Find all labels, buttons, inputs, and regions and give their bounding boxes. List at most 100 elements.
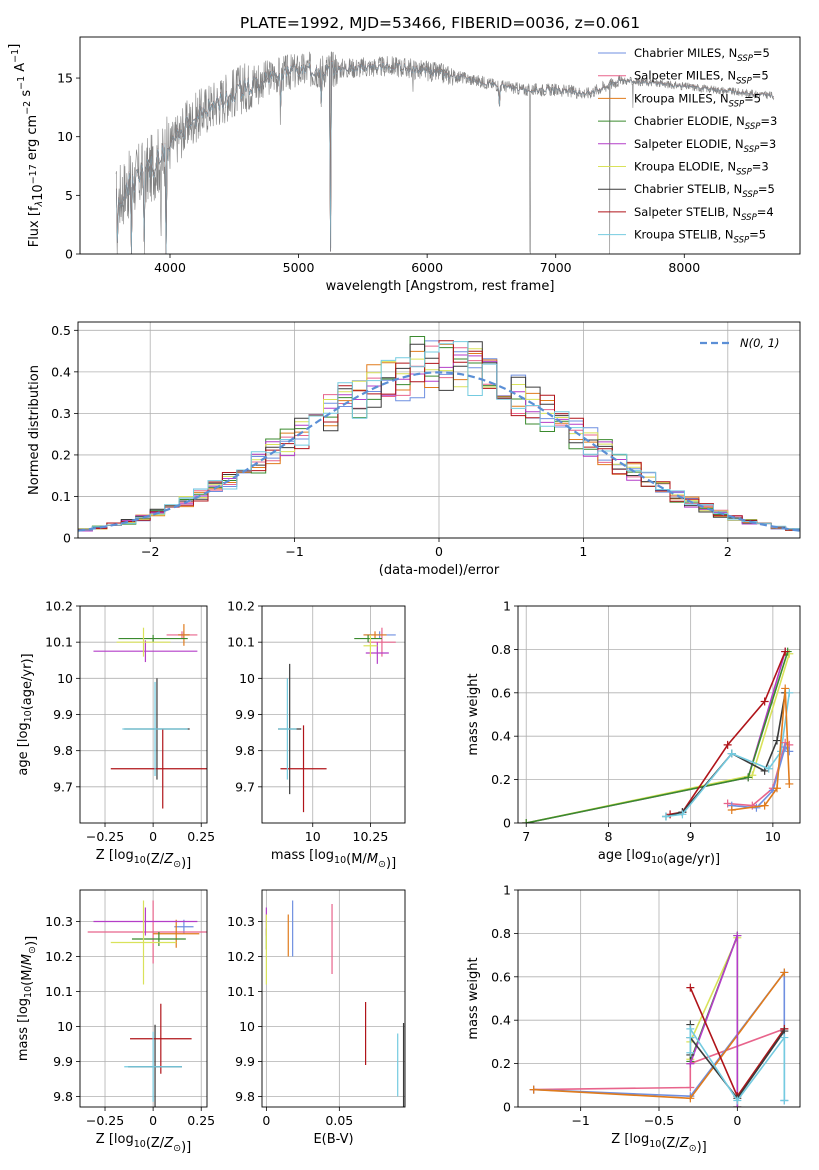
x-tick-label: 0.25 xyxy=(187,1113,215,1128)
data-point-marker xyxy=(733,931,742,940)
y-tick-label: 10.3 xyxy=(227,914,255,929)
x-tick-label: −2 xyxy=(141,544,159,559)
y-tick-label: 10 xyxy=(57,129,73,144)
y-tick-label: 0.4 xyxy=(491,1013,511,1028)
errorbar-salpeter_miles xyxy=(368,627,396,657)
spectrum-ticks: 4000 5000 6000 7000 8000 0 5 10 15 xyxy=(57,71,700,275)
x-tick-label: 2 xyxy=(724,544,732,559)
errorbar-chabrier_elodie xyxy=(131,932,186,946)
weight_vs_z-axes: −1 −0.5 0 0 0.2 0.4 0.6 0.8 1 Z [log10(Z/Z⊙)] mass… xyxy=(466,883,801,1155)
errorbar-kroupa_miles xyxy=(153,919,200,948)
errorbar-salpeter_stelib xyxy=(110,728,207,809)
mass_vs_ebv-ticks: 0 0.05 9.8 9.9 10 10.1 10.2 10.3 xyxy=(227,914,353,1128)
series-line xyxy=(665,692,786,818)
data-point-marker xyxy=(686,983,695,992)
errorbar-kroupa_elodie xyxy=(363,634,378,657)
legend-entry: Salpeter STELIB, NSSP=4 xyxy=(634,205,774,223)
data-point-marker xyxy=(744,773,753,782)
x-tick-label: 1 xyxy=(579,544,587,559)
series-kroupa_elodie xyxy=(686,933,742,1107)
mass_vs_ebv-axes: 0 0.05 9.8 9.9 10 10.1 10.2 10.3 E(B-V) xyxy=(227,889,406,1147)
y-tick-label: 0 xyxy=(63,531,71,546)
y-tick-label: 0.6 xyxy=(491,969,511,984)
data-point-marker xyxy=(781,684,790,693)
legend-entry: Chabrier ELODIE, NSSP=3 xyxy=(634,114,777,132)
errorbar-kroupa_stelib xyxy=(122,681,188,776)
errorbar-salpeter_stelib xyxy=(280,725,327,813)
weight_vs_z-ticks: −1 −0.5 0 0 0.2 0.4 0.6 0.8 1 xyxy=(491,883,741,1129)
spectrum-model-kroupa_stelib xyxy=(116,61,774,254)
spectrum-plot xyxy=(115,51,775,254)
y-tick-label: 10.1 xyxy=(227,984,255,999)
errorbar-salpeter_elodie xyxy=(93,907,198,936)
legend-entry: N(0, 1) xyxy=(740,336,780,350)
x-axis-label: Z [log10(Z/Z⊙)] xyxy=(96,848,191,871)
data-point-marker xyxy=(723,799,732,808)
y-tick-label: 10.1 xyxy=(227,635,255,650)
series-kroupa_elodie xyxy=(522,649,794,823)
y-tick-label: 10 xyxy=(239,1019,255,1034)
data-point-marker xyxy=(678,810,687,819)
mass_vs_z-plot xyxy=(87,900,207,1107)
y-tick-label: 0 xyxy=(503,816,511,831)
y-tick-label: 10.3 xyxy=(45,914,73,929)
y-tick-label: 9.9 xyxy=(235,707,255,722)
mass_vs_ebv-plot xyxy=(265,900,405,1107)
mass_vs_ebv-grid xyxy=(262,890,405,1107)
x-tick-label: 4000 xyxy=(154,260,186,275)
data-point-marker xyxy=(686,1094,695,1103)
y-tick-label: 0.1 xyxy=(51,489,71,504)
weight_vs_age-plot xyxy=(522,647,794,823)
weight_vs_z-plot xyxy=(529,931,789,1107)
legend-entry: Kroupa MILES, NSSP=5 xyxy=(634,91,761,109)
data-point-marker xyxy=(727,805,736,814)
weight_vs_age-ticks: 7 8 9 10 0 0.2 0.4 0.6 0.8 1 xyxy=(491,599,781,845)
y-tick-label: 9.8 xyxy=(235,743,255,758)
data-point-marker xyxy=(686,1048,695,1057)
y-tick-label: 10.1 xyxy=(45,635,73,650)
y-tick-label: 9.9 xyxy=(235,1054,255,1069)
data-point-marker xyxy=(780,1033,789,1042)
x-tick-label: −1 xyxy=(571,1113,589,1128)
residuals-ticks: −2 −1 0 1 2 0 0.1 0.2 0.3 0.4 0.5 xyxy=(51,323,732,559)
series-line xyxy=(526,653,791,823)
x-axis-label: mass [log10(M/M⊙)] xyxy=(271,848,396,871)
series-chabrier_miles xyxy=(727,743,794,812)
legend-entry: Kroupa ELODIE, NSSP=3 xyxy=(634,160,769,178)
x-tick-label: 6000 xyxy=(411,260,443,275)
x-tick-label: 8000 xyxy=(668,260,700,275)
data-point-marker xyxy=(661,812,670,821)
series-kroupa_stelib xyxy=(686,1024,789,1105)
y-tick-label: 0.6 xyxy=(491,685,511,700)
x-tick-label: −1 xyxy=(285,544,303,559)
y-tick-label: 15 xyxy=(57,71,73,86)
series-line xyxy=(526,651,786,823)
weight_vs_age-grid xyxy=(518,605,800,824)
data-point-marker xyxy=(785,747,794,756)
data-point-marker xyxy=(529,1085,538,1094)
spectrum-frame xyxy=(79,36,801,255)
y-tick-label: 9.9 xyxy=(53,1054,73,1069)
data-point-marker xyxy=(772,784,781,793)
y-axis-label: mass weight xyxy=(466,673,481,755)
x-axis-label: Z [log10(Z/Z⊙)] xyxy=(611,1132,706,1155)
y-tick-label: 0.4 xyxy=(51,364,71,379)
series-kroupa_miles xyxy=(529,968,789,1103)
data-point-marker xyxy=(785,779,794,788)
errorbar-chabrier_elodie xyxy=(118,634,188,643)
series-salpeter_elodie xyxy=(522,647,790,823)
x-tick-label: 8 xyxy=(604,829,612,844)
legend-entry: Salpeter ELODIE, NSSP=3 xyxy=(634,137,776,155)
y-tick-label: 9.8 xyxy=(53,743,73,758)
x-tick-label: 5000 xyxy=(283,260,315,275)
data-point-marker xyxy=(723,740,732,749)
data-point-marker xyxy=(780,1096,789,1105)
y-axis-label: Normed distribution xyxy=(27,365,42,495)
x-tick-label: 10 xyxy=(765,829,781,844)
residuals-plot xyxy=(78,336,800,534)
legend-entry: Kroupa STELIB, NSSP=5 xyxy=(634,228,766,246)
age_vs_z-axes: −0.25 0 0.25 9.7 9.8 9.9 10 10.1 10.2 Z [log10(Z/… xyxy=(16,599,215,872)
data-point-marker xyxy=(785,688,794,697)
